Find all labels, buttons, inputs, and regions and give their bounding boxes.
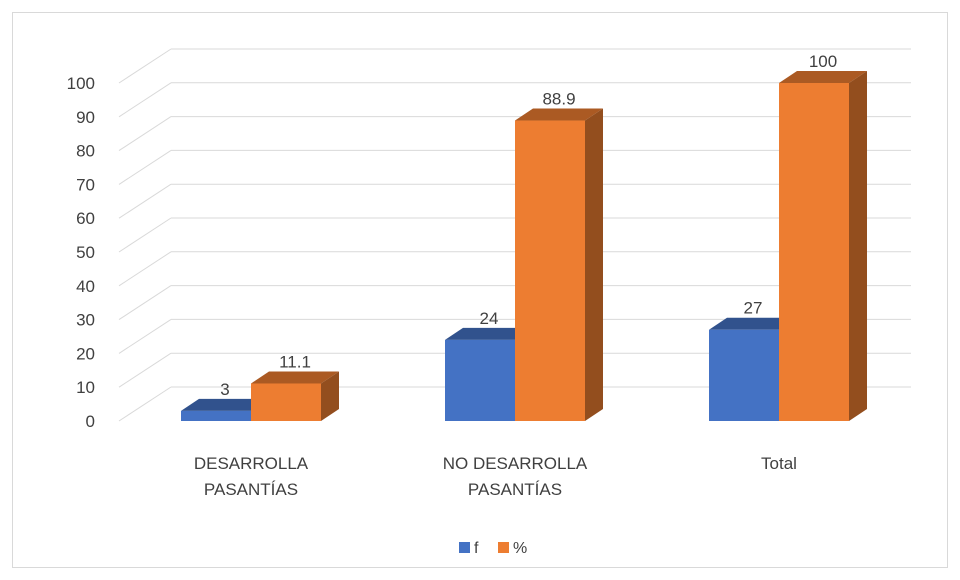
y-tick-label: 30 (76, 311, 95, 330)
bar-top-face (779, 71, 867, 83)
data-label: 3 (220, 380, 229, 399)
legend-swatch (459, 542, 470, 553)
data-labels: 3 11.1 24 88.9 27 100 (220, 52, 837, 399)
y-tick-label: 40 (76, 277, 95, 296)
legend-item: f (459, 540, 479, 557)
bar-front-face (445, 339, 515, 421)
data-label: 24 (480, 309, 499, 328)
y-tick-label: 90 (76, 108, 95, 127)
y-tick-label: 80 (76, 142, 95, 161)
data-label: 11.1 (279, 352, 311, 371)
gridline-diagonal (118, 352, 172, 388)
y-tick-label: 70 (76, 175, 95, 194)
gridline-diagonal (118, 116, 172, 152)
bar-front-face (515, 120, 585, 421)
legend-swatch (498, 542, 509, 553)
y-tick-label: 100 (67, 74, 95, 93)
chart-frame: 0 10 20 30 40 50 60 70 80 90 100 3 11.1 24 88.9 27 100 … (12, 12, 948, 568)
y-axis-tick-labels: 0 10 20 30 40 50 60 70 80 90 100 (67, 74, 95, 431)
gridline-diagonal (118, 318, 172, 354)
y-tick-label: 10 (76, 378, 95, 397)
bar-top-face (709, 317, 797, 330)
gridline-diagonal (118, 285, 172, 321)
legend-label: f (474, 540, 479, 557)
legend-item: % (498, 540, 527, 557)
gridline-diagonal (118, 48, 172, 84)
x-category-label: NO DESARROLLA PASANTÍAS (443, 454, 588, 499)
legend: f% (459, 540, 527, 557)
bar-side-face (585, 108, 603, 421)
gridline-diagonal (118, 251, 172, 287)
bar-front-face (251, 383, 321, 421)
x-category-label: Total (761, 454, 797, 473)
bar (251, 371, 339, 421)
legend-label: % (513, 540, 527, 557)
bar (779, 71, 867, 421)
data-label: 27 (744, 299, 763, 318)
x-axis-category-labels: DESARROLLA PASANTÍAS NO DESARROLLA PASANTÍA… (194, 454, 797, 499)
y-tick-label: 0 (86, 412, 95, 431)
bar-top-face (445, 327, 533, 340)
x-category-label: DESARROLLA PASANTÍAS (194, 454, 309, 499)
bar (515, 108, 603, 421)
bar-side-face (849, 71, 867, 421)
bars (181, 71, 867, 421)
bar-front-face (181, 410, 251, 421)
gridline-diagonal (118, 149, 172, 185)
bar-top-face (251, 371, 339, 384)
y-tick-label: 60 (76, 209, 95, 228)
data-label: 88.9 (542, 90, 575, 109)
data-label: 100 (809, 52, 837, 71)
y-tick-label: 20 (76, 344, 95, 363)
gridline-diagonal (118, 82, 172, 118)
bar-front-face (779, 83, 849, 421)
bar-top-face (515, 108, 603, 121)
bar-side-face (321, 371, 339, 421)
y-tick-label: 50 (76, 243, 95, 262)
bar-front-face (709, 329, 779, 421)
bar-top-face (181, 398, 269, 411)
gridline-diagonal (118, 183, 172, 219)
gridline-diagonal (118, 217, 172, 253)
gridline-diagonal (118, 386, 172, 422)
